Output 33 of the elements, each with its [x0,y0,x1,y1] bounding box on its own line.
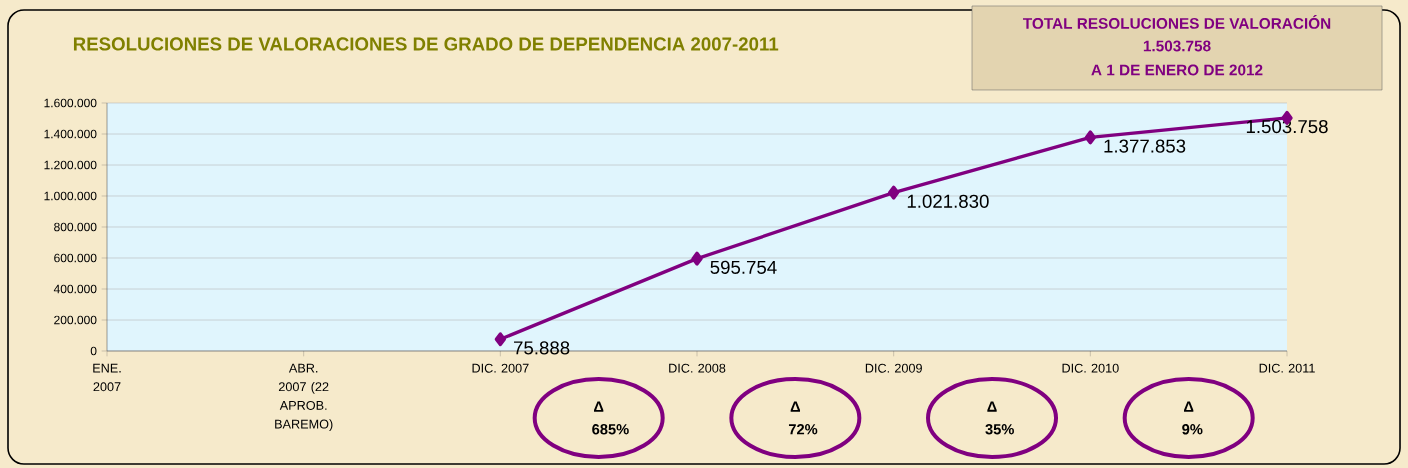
y-tick-label: 800.000 [54,222,97,232]
y-tick-label: 400.000 [53,284,97,294]
point [1084,130,1097,145]
x-tick-label: DIC. 2010 [1062,363,1119,373]
x-tick-label: DIC. 2007 [472,363,529,373]
data-label: 595.754 [710,260,777,274]
x-tick-label: DIC. 2009 [865,363,922,373]
y-tick-label: 600.000 [54,253,97,263]
chart-title: RESOLUCIONES DE VALORACIONES DE GRADO DE DEPENDENCIA 2007-2011 [73,37,779,51]
text: Δ 685% [592,401,629,435]
data-label: 1.503.758 [1246,119,1328,134]
x-tick-label: DIC. 2008 [669,363,726,373]
data-label: 1.377.853 [1104,139,1186,153]
point [691,251,703,266]
text: TOTAL RESOLUCIONES DE VALORACIÓN [1022,15,1331,29]
text: Δ 9% [1182,401,1203,435]
y-tick-label: 1.400.000 [44,129,97,139]
text: A 1 DE ENERO DE 2012 [1091,64,1263,76]
x-tick-label: ABR. 2007 (22 APROB. BAREMO) [275,363,333,432]
y-tick-label: 1.600.000 [44,98,97,108]
y-tick-label: 0 [90,346,97,356]
text: Δ 35% [985,401,1014,435]
data-label: 1.021.830 [907,194,989,208]
point [494,332,507,347]
text: 1.503.758 [1143,40,1211,52]
y-tick-label: 200.000 [54,315,97,325]
x-tick-label: DIC. 2011 [1259,363,1315,373]
point [888,185,900,200]
text: Δ 72% [788,401,818,435]
y-tick-label: 1.000.000 [44,191,97,201]
y-tick-label: 1.200.000 [44,160,97,170]
data-label: 75.888 [514,341,570,355]
x-tick-label: ENE. 2007 [93,363,121,392]
